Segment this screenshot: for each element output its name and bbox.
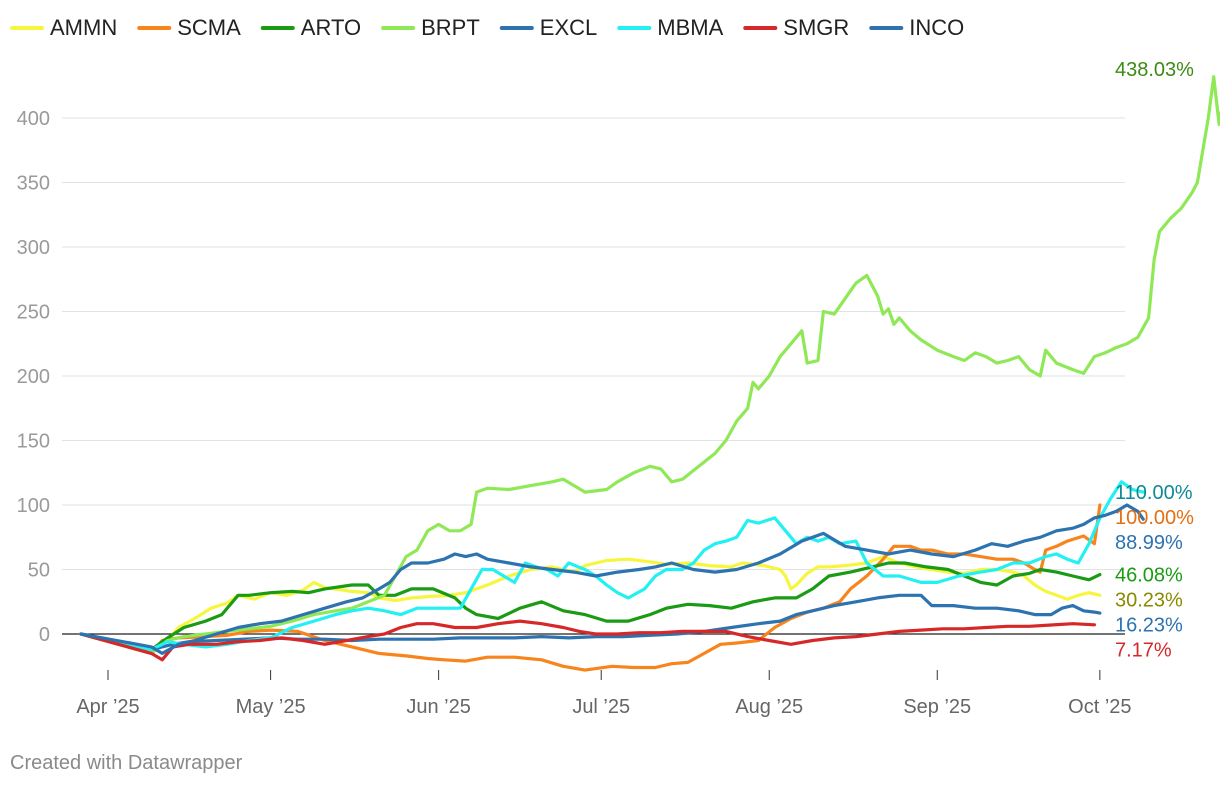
y-tick-label: 300 (17, 237, 50, 259)
legend-label-mbma: MBMA (657, 15, 723, 40)
y-tick-label: 0 (39, 624, 50, 646)
x-tick-label: Aug ’25 (735, 696, 803, 718)
end-labels: 438.03% 110.00% 100.00% 88.99% 46.08% 30.23% 1… (1115, 59, 1194, 662)
y-axis-ticks: 0 50 100 150 200 250 300 350 400 (17, 108, 50, 646)
series-line-inco (79, 503, 1145, 655)
x-tick-label: Oct ’25 (1068, 696, 1131, 718)
x-tick-label: May ’25 (236, 696, 306, 718)
grid (62, 117, 1125, 635)
end-label-mbma: 110.00% (1115, 482, 1193, 504)
credit-footer: Created with Datawrapper (10, 752, 243, 774)
end-label-inco: 88.99% (1115, 532, 1183, 554)
series-line-scma (79, 503, 1102, 672)
legend-label-inco: INCO (909, 15, 964, 40)
series-line-smgr (79, 619, 1096, 662)
y-tick-label: 50 (28, 560, 50, 582)
end-label-arto: 46.08% (1115, 565, 1183, 587)
x-tick-label: Jun ’25 (406, 696, 471, 718)
legend-label-ammn: AMMN (50, 15, 117, 40)
end-label-brpt: 438.03% (1115, 59, 1194, 81)
end-label-excl: 16.23% (1115, 615, 1183, 637)
series-lines (79, 75, 1220, 672)
legend-label-brpt: BRPT (421, 15, 480, 40)
y-tick-label: 350 (17, 173, 50, 195)
series-line-brpt (79, 75, 1220, 655)
legend-label-arto: ARTO (301, 15, 361, 40)
y-tick-label: 100 (17, 495, 50, 517)
y-tick-label: 200 (17, 366, 50, 388)
y-tick-label: 250 (17, 302, 50, 324)
legend-label-smgr: SMGR (783, 15, 849, 40)
end-label-smgr: 7.17% (1115, 640, 1172, 662)
series-line-arto (79, 561, 1102, 652)
end-label-scma: 100.00% (1115, 507, 1194, 529)
legend-label-excl: EXCL (540, 15, 597, 40)
x-tick-label: Sep ’25 (903, 696, 971, 718)
series-line-mbma (79, 480, 1145, 652)
x-tick-label: Jul ’25 (572, 696, 630, 718)
x-axis-ticks: Apr ’25 May ’25 Jun ’25 Jul ’25 Aug ’25 Sep ’… (76, 670, 1132, 718)
y-tick-label: 400 (17, 108, 50, 130)
x-tick-label: Apr ’25 (76, 696, 139, 718)
y-tick-label: 150 (17, 431, 50, 453)
legend: AMMN SCMA ARTO BRPT EXCL MBMA SMGR INCO (10, 15, 964, 40)
end-label-ammn: 30.23% (1115, 590, 1183, 612)
legend-label-scma: SCMA (177, 15, 241, 40)
